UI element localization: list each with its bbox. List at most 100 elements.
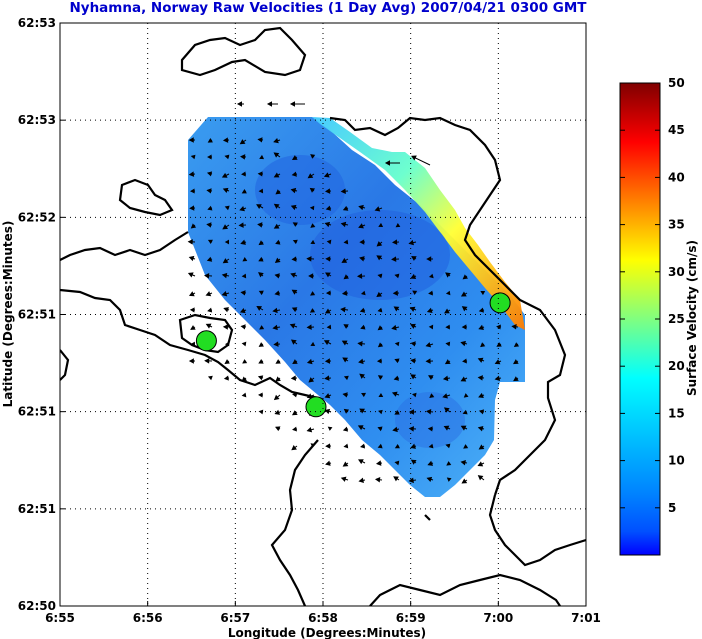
velocity-arrowhead xyxy=(274,409,281,415)
velocity-arrowhead xyxy=(410,273,417,279)
coastline-south xyxy=(270,439,319,606)
velocity-arrowhead xyxy=(478,392,484,399)
velocity-arrowhead xyxy=(274,257,281,263)
velocity-arrowhead xyxy=(292,222,298,227)
velocity-arrowhead xyxy=(190,341,195,347)
velocity-arrowhead xyxy=(292,426,297,432)
velocity-arrowhead xyxy=(257,375,264,381)
velocity-arrowhead xyxy=(324,188,331,194)
coastline-islet xyxy=(60,349,70,381)
velocity-arrowhead xyxy=(258,240,264,246)
velocity-arrowhead xyxy=(259,325,265,330)
velocity-arrowhead xyxy=(190,188,195,194)
velocity-arrowhead xyxy=(306,427,313,433)
velocity-arrowhead xyxy=(428,443,434,449)
velocity-arrowhead xyxy=(273,223,280,229)
velocity-arrowhead xyxy=(359,408,365,414)
x-tick-label: 6:59 xyxy=(396,611,426,625)
velocity-arrowhead xyxy=(377,325,384,331)
coastline-west xyxy=(60,231,189,261)
velocity-arrowhead xyxy=(478,409,485,415)
velocity-arrowhead xyxy=(342,205,349,211)
velocity-arrowhead xyxy=(460,376,467,382)
velocity-arrowhead xyxy=(478,307,484,313)
velocity-arrowhead xyxy=(240,239,246,245)
velocity-arrowhead xyxy=(412,290,418,295)
velocity-arrowhead xyxy=(410,443,416,449)
map-layer xyxy=(60,26,586,606)
x-tick-label: 7:01 xyxy=(571,611,601,625)
velocity-arrowhead xyxy=(429,393,435,398)
velocity-arrowhead xyxy=(258,188,264,194)
x-tick-label: 6:58 xyxy=(308,611,338,625)
velocity-arrowhead xyxy=(273,172,280,178)
velocity-arrowhead xyxy=(242,257,248,262)
colorbar-tick-label: 50 xyxy=(668,76,685,90)
velocity-arrowhead xyxy=(275,239,281,245)
velocity-arrowhead xyxy=(408,477,414,484)
colorbar-tick-label: 10 xyxy=(668,454,685,468)
velocity-arrowhead xyxy=(461,478,468,484)
velocity-arrowhead xyxy=(221,291,228,297)
velocity-arrowhead xyxy=(425,358,431,364)
y-tick-label: 62:50 xyxy=(18,599,56,613)
island-outline xyxy=(118,178,174,217)
velocity-arrowhead xyxy=(377,342,384,348)
velocity-arrowhead xyxy=(187,272,194,278)
velocity-arrowhead xyxy=(462,358,467,364)
velocity-arrowhead xyxy=(384,160,391,166)
velocity-arrowhead xyxy=(273,341,279,347)
velocity-arrowhead xyxy=(223,307,229,313)
y-tick-label: 62:53 xyxy=(18,113,56,127)
velocity-arrowhead xyxy=(289,323,296,329)
island-outline xyxy=(180,26,307,77)
velocity-arrowhead xyxy=(446,477,452,482)
velocity-arrowhead xyxy=(325,205,331,211)
velocity-arrowhead xyxy=(392,426,398,433)
velocity-arrowhead xyxy=(189,205,195,211)
velocity-arrowhead xyxy=(190,223,197,229)
velocity-arrowhead xyxy=(222,137,229,143)
velocity-arrowhead xyxy=(359,239,365,245)
y-tick-label: 62:53 xyxy=(18,16,56,30)
velocity-arrowhead xyxy=(291,410,298,416)
velocity-arrowhead xyxy=(272,324,278,331)
velocity-arrowhead xyxy=(273,203,280,209)
low-velocity-patch xyxy=(395,392,465,448)
velocity-arrowhead xyxy=(494,375,501,382)
velocity-arrowhead xyxy=(342,461,349,467)
station-marker xyxy=(489,292,511,314)
velocity-arrowhead xyxy=(360,324,366,330)
velocity-arrowhead xyxy=(378,392,384,398)
velocity-arrowhead xyxy=(357,340,363,347)
velocity-arrowhead xyxy=(327,426,333,431)
velocity-arrowhead xyxy=(240,154,246,160)
velocity-arrowhead xyxy=(292,239,298,245)
velocity-arrowhead xyxy=(427,426,433,432)
velocity-arrowhead xyxy=(206,171,213,177)
velocity-arrowhead xyxy=(378,222,384,228)
colorbar-ticks: 5 10 15 20 25 30 35 40 45 50 xyxy=(620,76,685,515)
velocity-arrowhead xyxy=(477,375,483,381)
velocity-arrowhead xyxy=(342,357,349,363)
velocity-arrowhead xyxy=(323,340,330,346)
velocity-arrowhead xyxy=(207,239,213,245)
y-tick-label: 62:51 xyxy=(18,308,56,322)
velocity-arrowhead xyxy=(309,308,316,313)
velocity-arrowhead xyxy=(374,477,381,483)
velocity-arrowhead xyxy=(258,392,263,398)
velocity-arrowhead xyxy=(411,256,417,261)
velocity-arrowhead xyxy=(258,256,264,262)
velocity-arrowhead xyxy=(207,375,213,381)
velocity-arrowhead xyxy=(426,256,432,262)
velocity-arrowhead xyxy=(273,152,280,158)
velocity-arrowhead xyxy=(392,290,398,296)
velocity-arrowhead xyxy=(325,460,331,466)
velocity-arrowhead xyxy=(325,272,331,278)
velocity-arrowhead xyxy=(429,273,434,279)
velocity-arrowhead xyxy=(324,308,331,314)
velocity-arrowhead xyxy=(340,306,346,313)
velocity-arrowhead xyxy=(343,274,349,280)
velocity-arrowhead xyxy=(307,173,314,179)
